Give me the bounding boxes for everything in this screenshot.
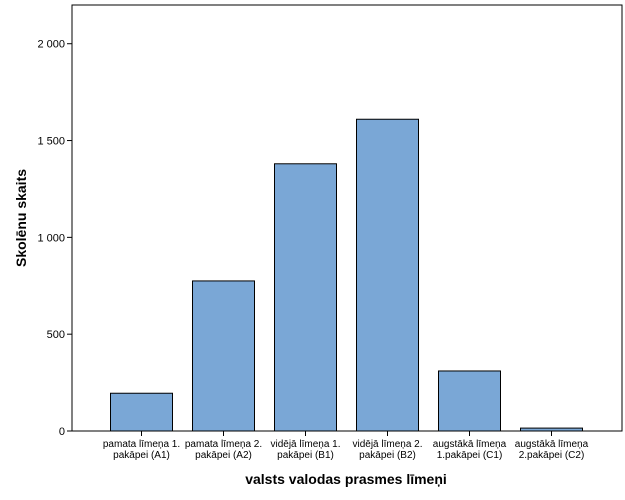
- bars: [110, 118, 583, 432]
- x-tick-label: vidējā līmeņa 2. pakāpei (B2): [352, 439, 422, 461]
- y-tick-label: 1 500: [37, 136, 65, 148]
- y-tick-label: 0: [59, 426, 65, 438]
- x-tick-label: augstākā līmeņa 1.pakāpei (C1): [433, 439, 507, 461]
- bar: [356, 118, 419, 432]
- plot-frame: [71, 4, 623, 432]
- x-axis: pamata līmeņa 1. pakāpei (A1)pamata līmeņ…: [103, 431, 589, 461]
- y-tick-label: 1 000: [37, 232, 65, 244]
- x-tick-label: pamata līmeņa 1. pakāpei (A1): [103, 439, 180, 461]
- y-axis: 0 500 1 000 1 500 2 000: [37, 39, 72, 438]
- x-tick-label: vidējā līmeņa 1. pakāpei (B1): [270, 439, 340, 461]
- x-axis-title: valsts valodas prasmes līmeņi: [245, 471, 447, 487]
- bar: [520, 427, 583, 432]
- y-tick-label: 2 000: [37, 39, 65, 51]
- x-tick-label: pamata līmeņa 2. pakāpei (A2): [185, 439, 262, 461]
- bar: [274, 163, 337, 432]
- bar: [438, 370, 501, 432]
- bar: [192, 280, 255, 432]
- y-tick-label: 500: [47, 329, 65, 341]
- y-axis-title: Skolēnu skaits: [13, 169, 29, 267]
- x-tick-label: augstākā līmeņa 2.pakāpei (C2): [515, 439, 589, 461]
- bar: [110, 392, 173, 432]
